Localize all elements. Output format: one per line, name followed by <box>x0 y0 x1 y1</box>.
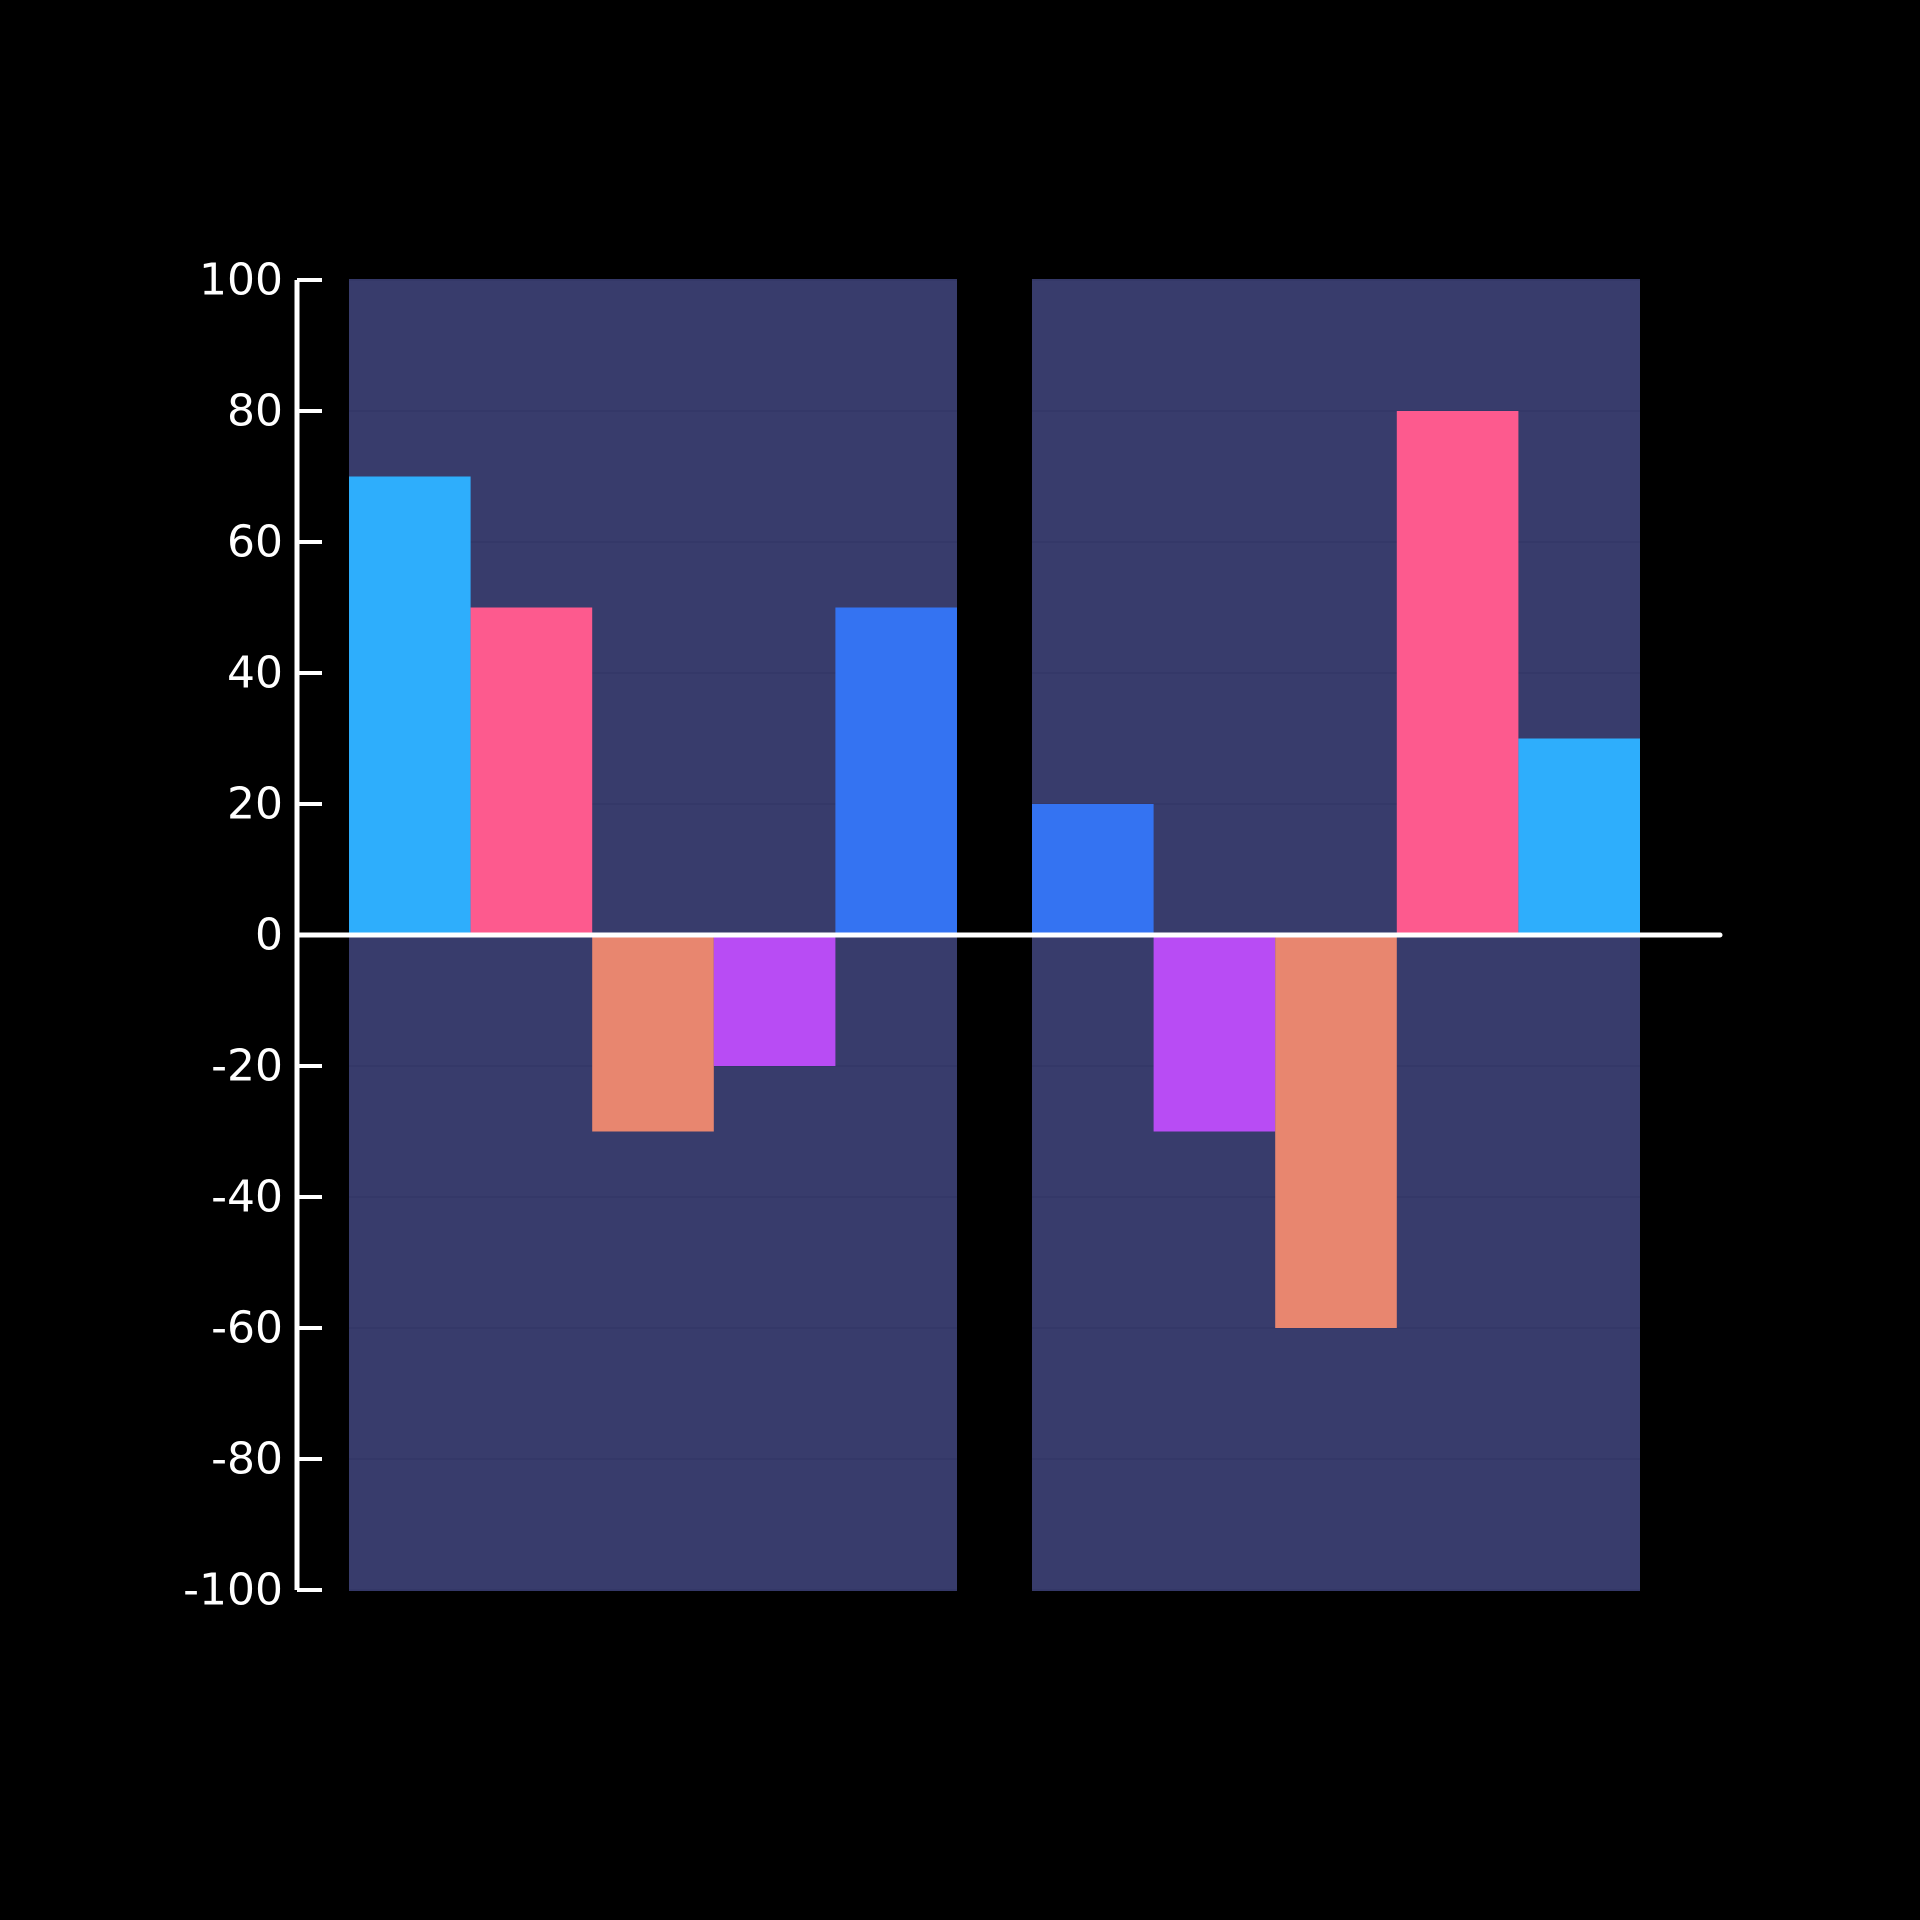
y-tick-label: 60 <box>227 517 283 568</box>
bar <box>1153 935 1276 1132</box>
y-tick-label: 20 <box>227 779 283 830</box>
bar <box>835 607 957 935</box>
bar <box>1032 804 1154 935</box>
y-tick-label: 80 <box>227 386 283 437</box>
y-tick-label: 40 <box>227 648 283 699</box>
y-tick-label: -40 <box>211 1172 283 1223</box>
y-tick-label: -60 <box>211 1303 283 1354</box>
y-tick-label: -20 <box>211 1041 283 1092</box>
bar <box>713 935 836 1066</box>
y-tick-label: -100 <box>183 1565 283 1616</box>
y-tick-label: 0 <box>255 910 283 961</box>
bar <box>1518 738 1640 935</box>
bar <box>592 935 714 1132</box>
bars <box>349 411 1640 1328</box>
bar <box>470 607 593 935</box>
bar <box>349 476 471 935</box>
bar <box>1396 411 1519 935</box>
y-ticks: 100 80 60 40 20 0 -20 -40 -60 -80 -100 <box>183 255 322 1616</box>
bar <box>1275 935 1397 1328</box>
y-tick-label: 100 <box>199 255 283 306</box>
y-tick-label: -80 <box>211 1434 283 1485</box>
